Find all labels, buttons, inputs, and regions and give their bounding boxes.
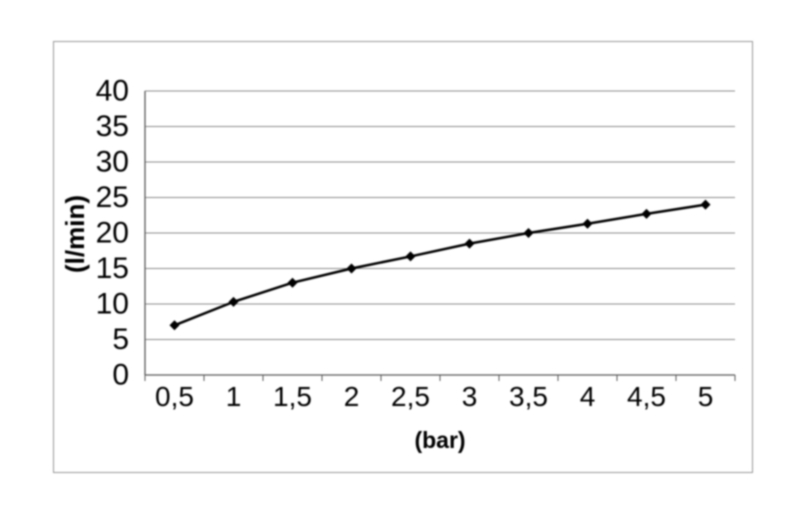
svg-text:(l/min): (l/min) <box>60 195 90 273</box>
svg-text:0,5: 0,5 <box>155 381 194 412</box>
svg-text:5: 5 <box>112 323 129 356</box>
svg-text:4: 4 <box>580 381 596 412</box>
svg-text:1,5: 1,5 <box>273 381 312 412</box>
svg-text:15: 15 <box>96 252 129 285</box>
svg-text:40: 40 <box>96 75 129 108</box>
svg-text:(bar): (bar) <box>414 427 465 453</box>
svg-text:3: 3 <box>462 381 478 412</box>
svg-text:25: 25 <box>96 181 129 214</box>
svg-text:10: 10 <box>96 288 129 321</box>
svg-text:0: 0 <box>112 359 129 392</box>
svg-text:30: 30 <box>96 146 129 179</box>
svg-text:5: 5 <box>698 381 714 412</box>
svg-text:20: 20 <box>96 217 129 250</box>
svg-text:4,5: 4,5 <box>627 381 666 412</box>
svg-text:35: 35 <box>96 110 129 143</box>
svg-text:2,5: 2,5 <box>391 381 430 412</box>
svg-text:1: 1 <box>226 381 242 412</box>
svg-text:2: 2 <box>344 381 360 412</box>
svg-text:3,5: 3,5 <box>509 381 548 412</box>
